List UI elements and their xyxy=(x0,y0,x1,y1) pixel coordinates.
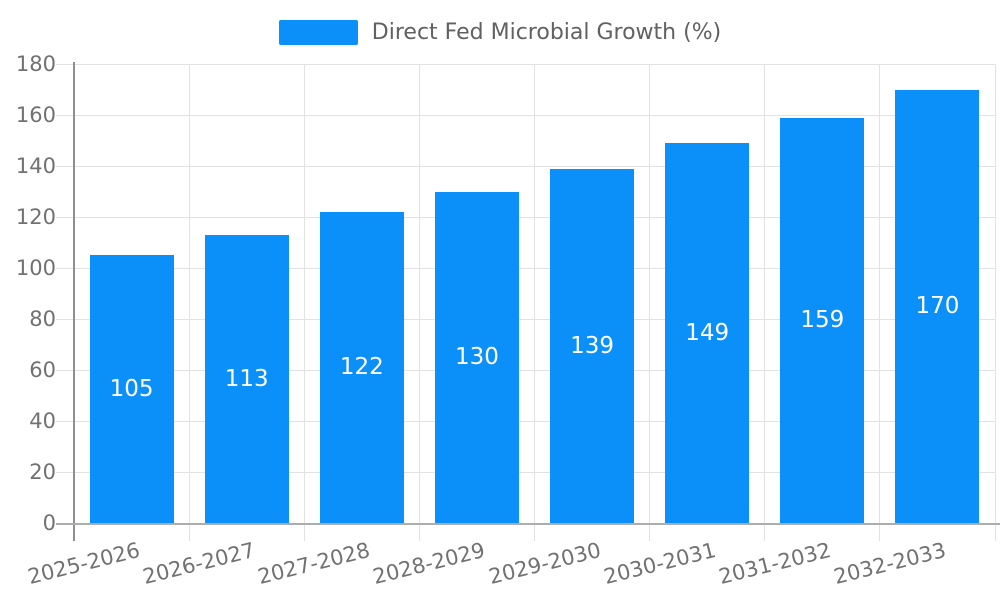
y-gridline xyxy=(56,63,995,65)
bar xyxy=(665,143,750,523)
legend-item[interactable]: Direct Fed Microbial Growth (%) xyxy=(0,18,1000,46)
x-axis-tick-label: 2028-2029 xyxy=(370,538,488,589)
bar xyxy=(550,168,635,523)
bar-value-label: 122 xyxy=(339,354,384,381)
y-axis-tick-label: 100 xyxy=(15,256,56,280)
x-axis-tick-label: 2027-2028 xyxy=(255,538,373,589)
bar-value-label: 149 xyxy=(685,320,730,347)
x-axis-tick-label: 2026-2027 xyxy=(140,538,258,589)
x-gridline xyxy=(188,64,190,541)
x-axis-tick-label: 2025-2026 xyxy=(25,538,143,589)
y-gridline xyxy=(56,114,995,116)
y-gridline xyxy=(56,267,995,269)
y-axis-tick-label: 180 xyxy=(15,52,56,76)
y-axis-tick-label: 140 xyxy=(15,154,56,178)
bar-value-label: 113 xyxy=(224,365,269,392)
x-axis-tick-label: 2032-2033 xyxy=(831,538,949,589)
y-axis-tick-label: 120 xyxy=(15,205,56,229)
x-gridline xyxy=(879,64,881,541)
bar xyxy=(895,89,980,523)
x-axis-tick-label: 2031-2032 xyxy=(716,538,834,589)
x-axis-line xyxy=(56,523,1000,525)
y-axis-line xyxy=(73,62,75,541)
y-gridline xyxy=(56,165,995,167)
bar xyxy=(204,234,289,523)
y-gridline xyxy=(56,420,995,422)
bar-value-label: 139 xyxy=(570,332,615,359)
bar xyxy=(434,191,519,523)
x-axis-tick-label: 2029-2030 xyxy=(485,538,603,589)
x-axis-tick-label: 2030-2031 xyxy=(601,538,718,589)
bar-value-label: 159 xyxy=(800,307,845,334)
y-gridline xyxy=(56,369,995,371)
legend-label: Direct Fed Microbial Growth (%) xyxy=(371,19,722,45)
x-gridline xyxy=(418,64,420,541)
x-gridline xyxy=(994,64,996,541)
y-axis-tick-label: 80 xyxy=(29,307,56,331)
bar-value-label: 170 xyxy=(915,293,960,320)
y-gridline xyxy=(56,318,995,320)
bar-value-label: 130 xyxy=(454,344,499,371)
y-gridline xyxy=(56,216,995,218)
y-axis-tick-label: 160 xyxy=(15,103,56,127)
y-axis-tick-label: 20 xyxy=(29,460,56,484)
legend-swatch-icon xyxy=(278,19,358,45)
y-gridline xyxy=(56,471,995,473)
bar xyxy=(780,117,865,523)
y-axis-tick-label: 60 xyxy=(29,358,56,382)
bar-value-label: 105 xyxy=(109,376,154,403)
x-gridline xyxy=(764,64,766,541)
x-gridline xyxy=(534,64,535,541)
y-axis-tick-label: 40 xyxy=(29,409,56,433)
x-gridline xyxy=(649,64,651,541)
x-gridline xyxy=(303,64,305,541)
bar xyxy=(319,211,404,523)
y-axis-tick-label: 0 xyxy=(42,511,56,535)
bar xyxy=(89,255,174,523)
